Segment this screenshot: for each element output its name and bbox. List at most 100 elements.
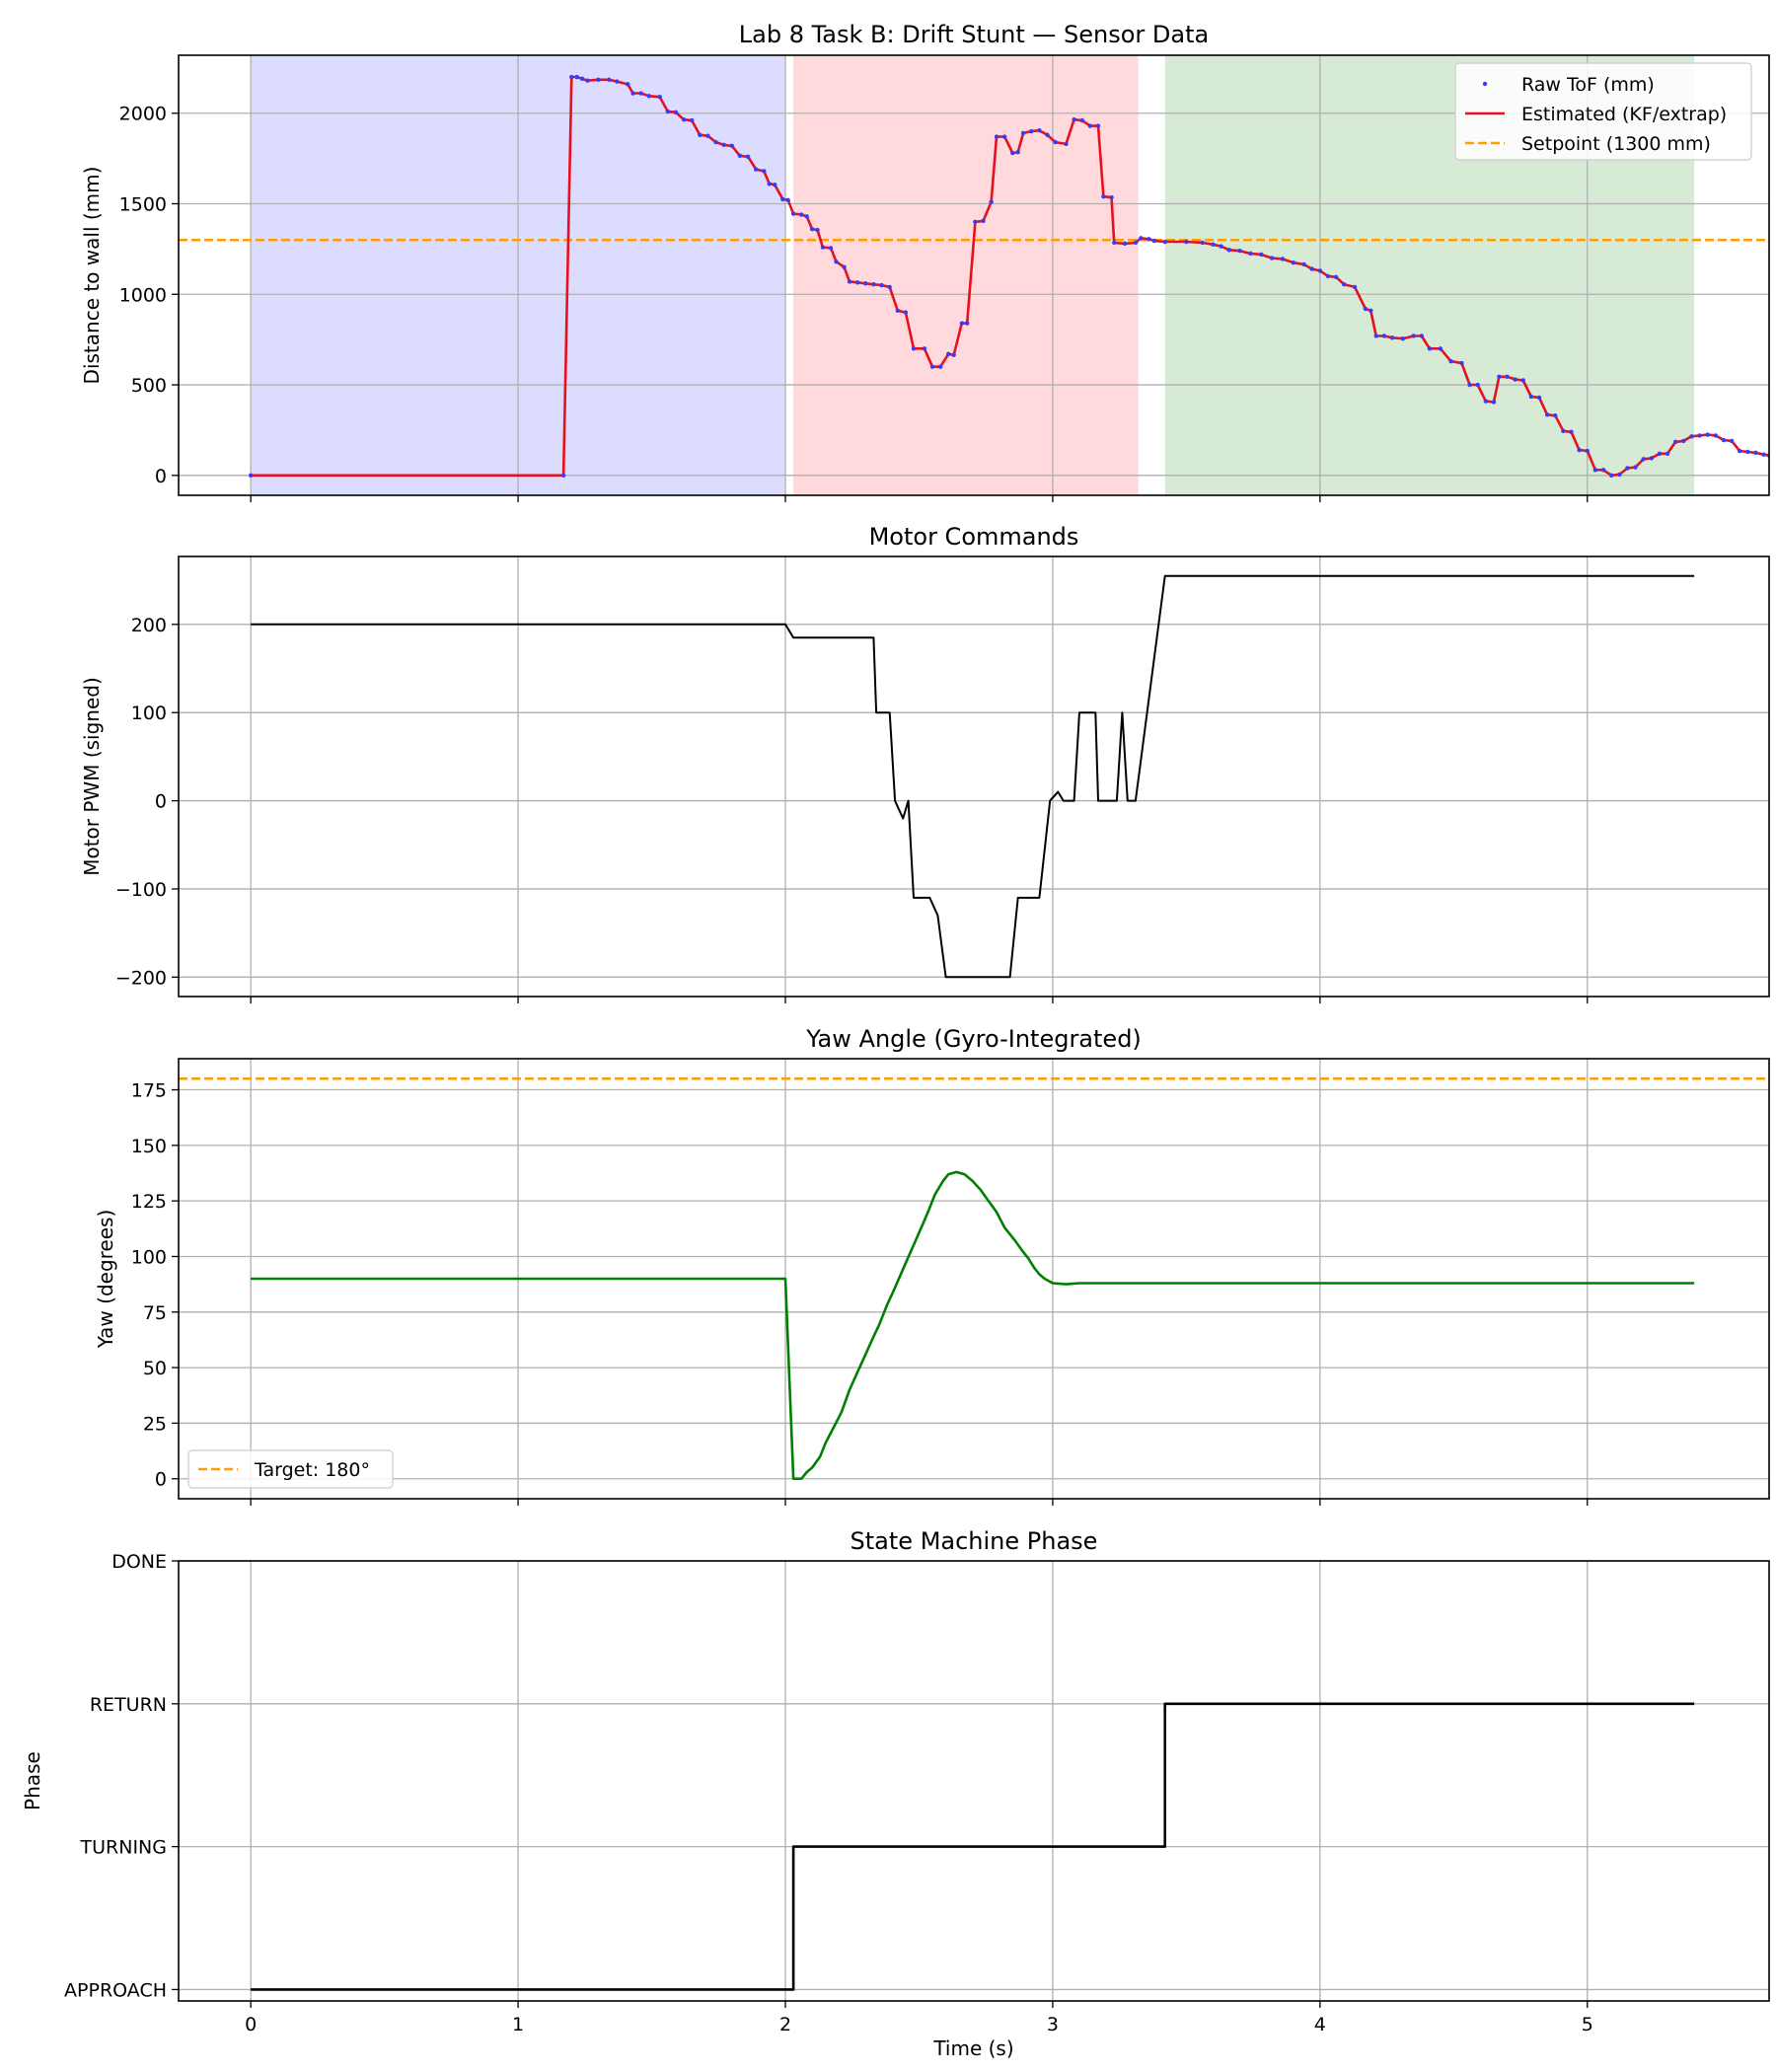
raw-tof-point [1101,193,1106,199]
raw-tof-point [1259,252,1264,258]
raw-tof-point [929,364,935,369]
raw-tof-point [1342,281,1347,287]
y-tick-label: RETURN [90,1694,167,1716]
raw-tof-point [1333,274,1339,280]
raw-tof-point [780,196,785,202]
raw-tof-point [737,153,743,159]
raw-tof-point [1389,335,1395,340]
raw-tof-point [1649,456,1654,461]
raw-tof-point [828,246,834,251]
raw-tof-point [854,280,860,285]
raw-tof-point [1577,447,1582,453]
y-tick-label: −200 [115,967,167,989]
legend-label-target: Target: 180° [254,1459,370,1481]
x-tick-label: 2 [779,2014,791,2035]
raw-tof-point [994,134,999,139]
raw-tof-point [1737,448,1742,454]
raw-tof-point [248,473,254,479]
raw-tof-point [1373,333,1378,338]
raw-tof-point [1600,468,1606,473]
raw-tof-point [842,264,847,269]
raw-tof-point [879,282,884,288]
raw-tof-point [895,308,900,313]
x-tick-label: 1 [512,2014,524,2035]
raw-tof-point [1592,468,1598,473]
raw-tof-point [1753,450,1758,456]
axes-frame [178,555,1770,998]
y-tick-label: 0 [155,466,167,487]
phase-shading [793,55,1139,495]
y-axis-label: Distance to wall (mm) [80,167,104,385]
chart-title: Motor Commands [869,523,1079,551]
raw-tof-point [1553,413,1558,418]
raw-tof-point [951,352,956,357]
raw-tof-point [1544,412,1550,417]
raw-tof-point [698,132,703,137]
raw-tof-point [721,142,726,148]
raw-tof-point [1381,333,1387,338]
raw-tof-point [569,74,574,80]
y-tick-label: 150 [131,1136,167,1157]
raw-tof-point [1467,382,1472,388]
raw-tof-point [1641,457,1646,462]
raw-tof-point [1226,248,1231,253]
raw-tof-point [820,245,826,250]
raw-tof-point [1325,273,1331,279]
y-tick-label: 200 [131,615,167,636]
raw-tof-point [646,94,652,99]
raw-tof-point [1064,141,1069,147]
series-line-1 [251,574,1695,979]
y-tick-label: 100 [131,1246,167,1268]
raw-tof-point [959,321,965,326]
raw-tof-point [834,259,839,264]
raw-tof-point [1133,240,1139,246]
raw-tof-point [579,76,585,82]
raw-tof-point [1665,451,1670,456]
raw-tof-point [1697,433,1702,438]
y-axis-label: Motor PWM (signed) [80,677,104,876]
chart-panel-4: 0 1 2 3 4 5 APPROACH TURNING RETURN DONE State Mac… [21,1527,1770,2060]
raw-tof-point [1419,333,1424,338]
raw-tof-point [1248,251,1253,257]
raw-tof-point [1459,360,1464,366]
raw-tof-point [1184,239,1189,245]
chart-panel-1: 0 500 1000 1500 2000 Lab 8 Task B: Drift Stun… [80,21,1770,502]
x-tick-label: 0 [245,2014,257,2035]
raw-tof-point [1497,374,1502,379]
y-tick-label: TURNING [80,1837,167,1859]
chart-panel-2: −200 −100 0 100 200 Motor Commands Motor PWM (… [80,523,1770,1003]
raw-tof-point [1625,466,1630,471]
raw-tof-point [1269,256,1275,260]
raw-tof-point [713,139,718,145]
raw-tof-point [790,211,796,216]
raw-tof-point [606,77,612,82]
raw-tof-point [1528,394,1534,400]
y-axis-label: Phase [21,1751,44,1811]
legend-raw-marker [1482,81,1488,87]
y-tick-label: 75 [143,1302,167,1324]
y-tick-label: 100 [131,703,167,724]
raw-tof-point [1112,240,1117,246]
raw-tof-point [1087,123,1093,128]
raw-tof-point [1448,358,1453,364]
raw-tof-point [809,226,815,232]
raw-tof-point [596,77,601,82]
raw-tof-point [1291,259,1295,265]
raw-tof-point [965,321,970,326]
legend-label-setpoint: Setpoint (1300 mm) [1521,133,1711,155]
raw-tof-point [1237,249,1242,254]
y-tick-label: 0 [155,1469,167,1491]
raw-tof-point [1761,452,1766,457]
raw-tof-point [1037,127,1042,133]
raw-tof-point [1713,433,1719,438]
raw-tof-point [903,310,909,315]
raw-tof-point [981,218,986,224]
axes-frame [178,1058,1770,1500]
legend-label-estimate: Estimated (KF/extrap) [1521,104,1727,125]
y-tick-label: 0 [155,791,167,813]
raw-tof-point [1309,266,1314,271]
raw-tof-point [753,167,759,172]
raw-tof-point [1200,240,1205,246]
raw-tof-point [1280,257,1286,261]
